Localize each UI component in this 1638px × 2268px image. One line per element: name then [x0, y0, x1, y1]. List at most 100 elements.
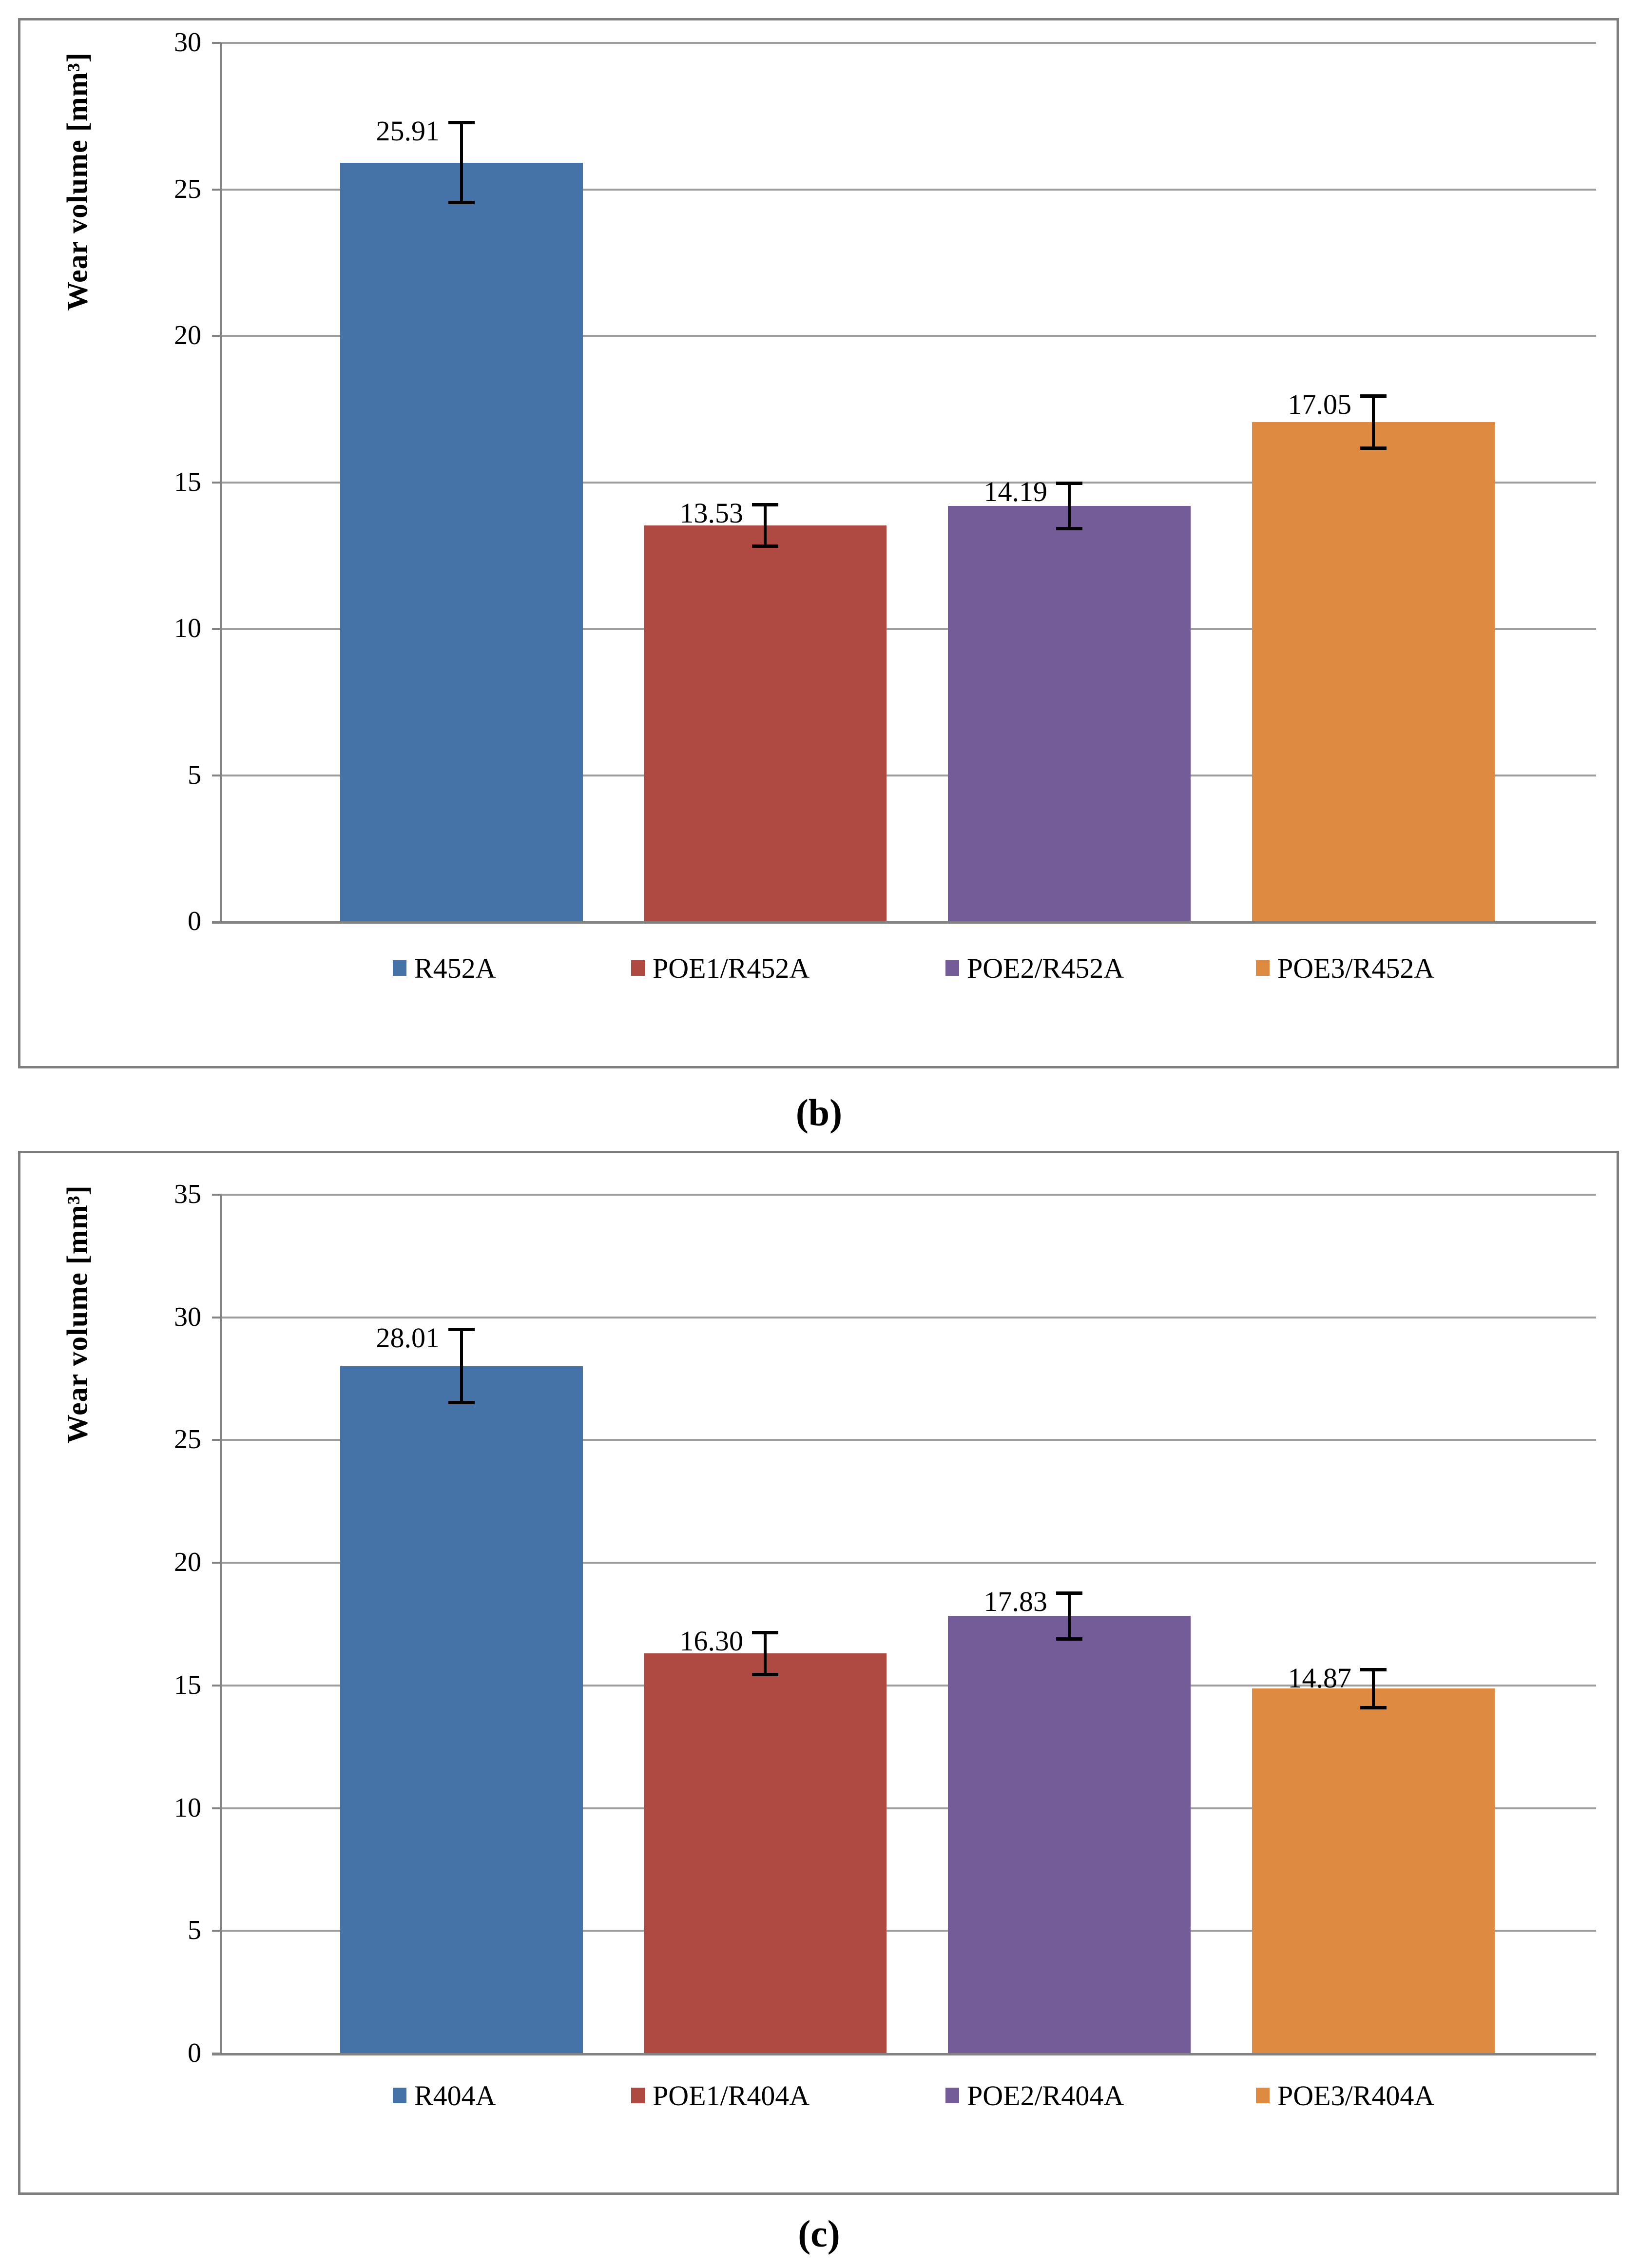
bar-POE1/R452A [644, 525, 886, 922]
error-cap-bottom-R404A [448, 1401, 475, 1405]
data-label-R404A: 28.01 [376, 1322, 440, 1354]
error-cap-top-POE3/R452A [1360, 394, 1387, 398]
data-label-POE1/R404A: 16.30 [679, 1625, 744, 1657]
legend-swatch-R452A [393, 960, 406, 976]
y-tick-20 [212, 335, 221, 337]
y-tick-5 [212, 1930, 221, 1932]
legend-item-POE1/R452A: POE1/R452A [631, 953, 809, 984]
legend-label-R404A: R404A [414, 2080, 496, 2112]
error-cap-top-POE3/R404A [1360, 1667, 1387, 1671]
legend-label-POE2/R404A: POE2/R404A [967, 2080, 1124, 2112]
caption-c: (c) [798, 2212, 840, 2255]
data-label-POE2/R452A: 14.19 [983, 476, 1048, 508]
y-tick-label-15: 15 [174, 466, 201, 497]
y-tick-label-25: 25 [174, 174, 201, 204]
caption-b: (b) [795, 1091, 843, 1134]
error-bar-POE2/R452A [1068, 483, 1071, 529]
y-tick-15 [212, 1684, 221, 1686]
y-tick-label-30: 30 [174, 1301, 201, 1332]
legend-item-POE2/R452A: POE2/R452A [945, 953, 1124, 984]
error-cap-top-POE2/R452A [1056, 482, 1082, 485]
error-cap-bottom-POE3/R452A [1360, 446, 1387, 450]
data-label-POE3/R452A: 17.05 [1288, 388, 1352, 421]
y-axis-line [220, 1195, 222, 2054]
data-label-POE2/R404A: 17.83 [983, 1585, 1048, 1617]
y-tick-label-0: 0 [188, 906, 201, 936]
legend-item-R404A: R404A [393, 2081, 496, 2111]
y-tick-10 [212, 1807, 221, 1809]
gridline-10 [221, 628, 1596, 630]
error-cap-top-POE1/R452A [752, 503, 778, 506]
legend-swatch-POE3/R452A [1256, 960, 1270, 976]
error-cap-bottom-POE1/R404A [752, 1673, 778, 1677]
legend-item-R452A: R452A [393, 953, 496, 984]
y-tick-label-0: 0 [188, 2038, 201, 2068]
gridline-30 [221, 42, 1596, 44]
error-cap-bottom-POE1/R452A [752, 544, 778, 548]
y-tick-25 [212, 1439, 221, 1441]
y-tick-25 [212, 188, 221, 191]
y-tick-label-10: 10 [174, 613, 201, 643]
error-cap-top-R404A [448, 1328, 475, 1332]
y-axis-title-c: Wear volume [mm³] [56, 1185, 99, 1443]
gridline-20 [221, 1562, 1596, 1564]
error-bar-POE1/R404A [764, 1632, 767, 1675]
y-tick-5 [212, 774, 221, 776]
legend-label-POE3/R452A: POE3/R452A [1277, 952, 1435, 984]
bar-POE2/R452A [948, 506, 1191, 922]
gridline-5 [221, 774, 1596, 776]
legend-label-POE1/R404A: POE1/R404A [653, 2080, 810, 2112]
y-tick-30 [212, 1316, 221, 1318]
gridline-35 [221, 1194, 1596, 1196]
legend-swatch-POE1/R404A [631, 2088, 645, 2103]
legend-item-POE2/R404A: POE2/R404A [945, 2081, 1124, 2111]
bar-POE3/R452A [1252, 422, 1495, 922]
y-tick-30 [212, 42, 221, 44]
error-bar-R452A [460, 122, 463, 203]
y-axis-title-text-b: Wear volume [mm³] [61, 52, 94, 311]
error-bar-R404A [460, 1329, 463, 1403]
gridline-25 [221, 188, 1596, 191]
gridline-10 [221, 1807, 1596, 1809]
y-tick-label-5: 5 [188, 1915, 201, 1946]
y-tick-label-15: 15 [174, 1669, 201, 1700]
y-tick-label-35: 35 [174, 1179, 201, 1209]
gridline-20 [221, 335, 1596, 337]
y-tick-label-30: 30 [174, 27, 201, 58]
y-tick-15 [212, 481, 221, 484]
y-tick-10 [212, 628, 221, 630]
bar-R452A [340, 163, 583, 922]
legend-item-POE1/R404A: POE1/R404A [631, 2081, 809, 2111]
y-axis-title-b: Wear volume [mm³] [56, 52, 99, 310]
legend-label-R452A: R452A [414, 952, 496, 984]
error-cap-bottom-POE3/R404A [1360, 1706, 1387, 1710]
legend-swatch-POE2/R404A [945, 2088, 959, 2103]
x-axis-line [212, 921, 1596, 924]
chart-c: Wear volume [mm³] 0 5 10 15 20 25 30 35 28.01 16.… [18, 1151, 1619, 2195]
y-tick-label-25: 25 [174, 1424, 201, 1455]
legend-label-POE2/R452A: POE2/R452A [967, 952, 1124, 984]
data-label-POE3/R404A: 14.87 [1288, 1662, 1352, 1694]
y-axis-title-text-c: Wear volume [mm³] [61, 1184, 94, 1444]
error-cap-top-R452A [448, 121, 475, 125]
error-cap-bottom-R452A [448, 201, 475, 205]
x-axis-line [212, 2053, 1596, 2055]
y-tick-label-5: 5 [188, 759, 201, 790]
legend-swatch-R404A [393, 2088, 406, 2103]
legend-item-POE3/R404A: POE3/R404A [1256, 2081, 1434, 2111]
bar-POE3/R404A [1252, 1688, 1495, 2054]
gridline-25 [221, 1439, 1596, 1441]
bar-R404A [340, 1366, 583, 2054]
error-cap-bottom-POE2/R404A [1056, 1637, 1082, 1641]
y-axis-line [220, 43, 222, 922]
gridline-5 [221, 1930, 1596, 1932]
data-label-POE1/R452A: 13.53 [679, 497, 744, 529]
legend-swatch-POE1/R452A [631, 960, 645, 976]
legend-swatch-POE2/R452A [945, 960, 959, 976]
legend-label-POE3/R404A: POE3/R404A [1277, 2080, 1435, 2112]
error-cap-bottom-POE2/R452A [1056, 527, 1082, 531]
error-bar-POE3/R452A [1372, 396, 1375, 449]
y-tick-label-20: 20 [174, 1547, 201, 1578]
error-cap-top-POE2/R404A [1056, 1591, 1082, 1595]
gridline-30 [221, 1316, 1596, 1318]
